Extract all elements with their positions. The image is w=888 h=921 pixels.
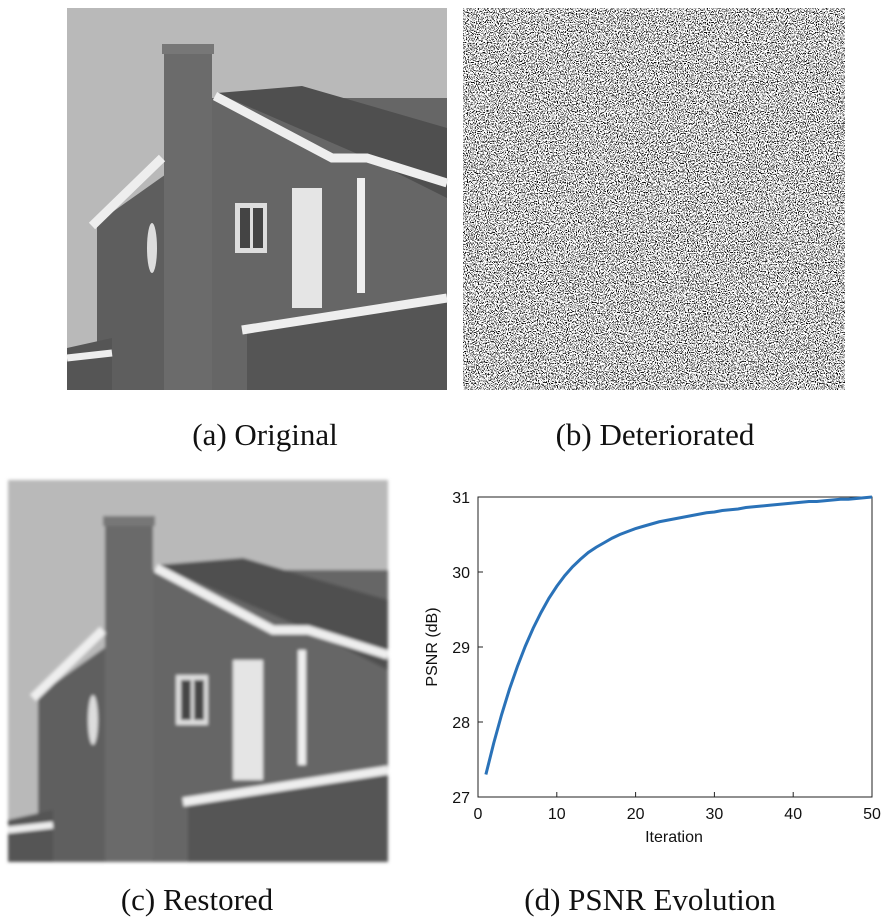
- caption: (a) Original: [192, 417, 337, 452]
- y-tick-label: 31: [452, 490, 470, 507]
- plot-frame: [478, 497, 872, 797]
- y-tick-label: 28: [452, 715, 470, 732]
- y-axis-label: PSNR (dB): [424, 607, 441, 686]
- original-image: [67, 8, 447, 390]
- x-tick-label: 30: [706, 806, 724, 823]
- caption: (d) PSNR Evolution: [524, 882, 776, 917]
- x-axis-label: Iteration: [645, 829, 703, 846]
- caption: (c) Restored: [121, 882, 274, 917]
- x-tick-label: 20: [627, 806, 645, 823]
- x-tick-label: 50: [863, 806, 881, 823]
- x-tick-label: 0: [474, 806, 483, 823]
- x-tick-label: 40: [784, 806, 802, 823]
- figure-canvas: (a) Original (b) Deteriorated (c) Restor…: [0, 0, 888, 921]
- caption: (b) Deteriorated: [556, 417, 755, 452]
- deteriorated-image: [463, 8, 845, 390]
- y-tick-label: 27: [452, 790, 470, 807]
- line-series: [486, 497, 872, 775]
- y-tick-label: 30: [452, 565, 470, 582]
- restored-image: [8, 480, 388, 862]
- figure: (a) Original (b) Deteriorated (c) Restor…: [0, 0, 888, 921]
- x-tick-label: 10: [548, 806, 566, 823]
- y-tick-label: 29: [452, 640, 470, 657]
